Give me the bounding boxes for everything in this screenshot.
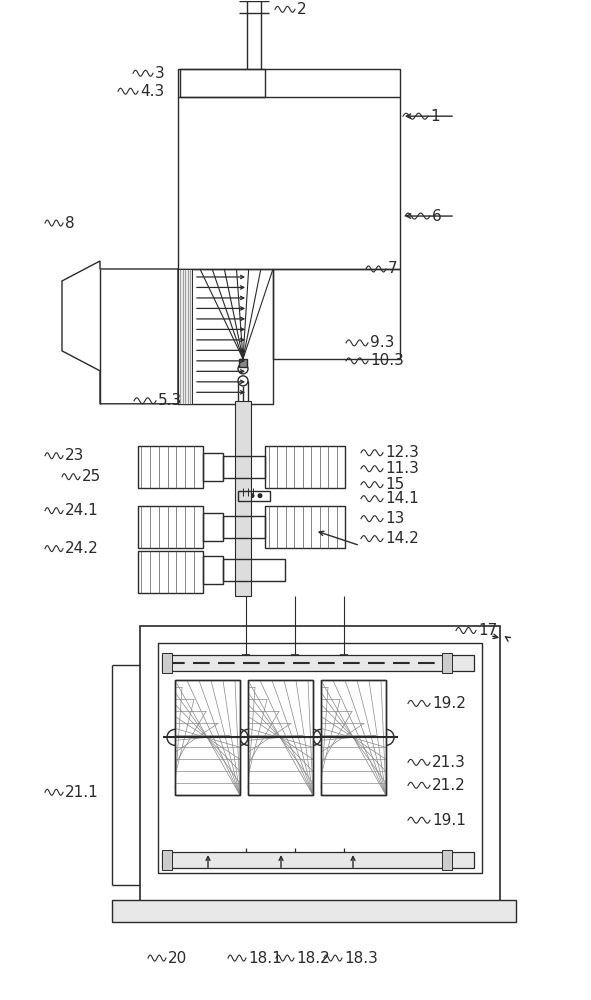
Bar <box>138 551 203 593</box>
Text: 4.3: 4.3 <box>140 84 164 99</box>
Bar <box>162 653 172 673</box>
Bar <box>223 456 265 478</box>
Text: 21.1: 21.1 <box>65 785 99 800</box>
Text: 12.3: 12.3 <box>385 445 419 460</box>
Text: 25: 25 <box>82 469 101 484</box>
Text: 5.3: 5.3 <box>158 393 182 408</box>
Text: 8: 8 <box>65 216 74 231</box>
Bar <box>178 269 192 404</box>
Bar <box>162 655 474 671</box>
Bar <box>178 269 273 404</box>
Bar <box>235 401 251 596</box>
Bar <box>162 852 474 868</box>
Bar <box>112 900 516 922</box>
Text: 14.2: 14.2 <box>385 531 419 546</box>
Bar <box>321 680 386 795</box>
Bar <box>248 680 313 795</box>
Bar <box>175 680 240 795</box>
Text: 7: 7 <box>388 261 398 276</box>
Bar <box>162 850 172 870</box>
Bar <box>140 626 500 910</box>
Text: 1: 1 <box>430 109 440 124</box>
Text: 20: 20 <box>168 951 187 966</box>
Bar <box>273 269 400 359</box>
Bar <box>321 680 386 795</box>
Text: 21.3: 21.3 <box>432 755 466 770</box>
Bar <box>175 680 240 795</box>
Text: 2: 2 <box>297 2 307 17</box>
Text: 18.3: 18.3 <box>344 951 378 966</box>
Bar <box>203 556 223 584</box>
Bar <box>203 453 223 481</box>
Bar <box>138 446 203 488</box>
Bar <box>223 559 285 581</box>
Text: 15: 15 <box>385 477 404 492</box>
Text: 18.2: 18.2 <box>296 951 330 966</box>
Bar <box>442 653 452 673</box>
Bar <box>180 69 265 97</box>
Text: 14.1: 14.1 <box>385 491 419 506</box>
Bar <box>203 513 223 541</box>
Text: 19.1: 19.1 <box>432 813 466 828</box>
Bar <box>238 491 270 501</box>
Text: 10.3: 10.3 <box>370 353 404 368</box>
Text: 11.3: 11.3 <box>385 461 419 476</box>
Bar <box>248 680 313 795</box>
Bar <box>138 506 203 548</box>
Bar <box>178 69 400 269</box>
Text: 21.2: 21.2 <box>432 778 466 793</box>
Text: 3: 3 <box>155 66 165 81</box>
Bar <box>265 446 345 488</box>
Text: 23: 23 <box>65 448 85 463</box>
Circle shape <box>242 493 246 498</box>
Bar <box>442 850 452 870</box>
Text: 19.2: 19.2 <box>432 696 466 711</box>
Circle shape <box>258 493 262 498</box>
Text: 18.1: 18.1 <box>248 951 282 966</box>
Bar <box>239 359 247 367</box>
Bar <box>158 643 482 873</box>
Bar <box>265 506 345 548</box>
Text: 17: 17 <box>478 623 497 638</box>
Circle shape <box>249 493 255 498</box>
Text: 9.3: 9.3 <box>370 335 394 350</box>
Text: 13: 13 <box>385 511 404 526</box>
Text: 24.1: 24.1 <box>65 503 99 518</box>
Text: 24.2: 24.2 <box>65 541 99 556</box>
Text: 6: 6 <box>432 209 441 224</box>
Bar <box>223 516 265 538</box>
